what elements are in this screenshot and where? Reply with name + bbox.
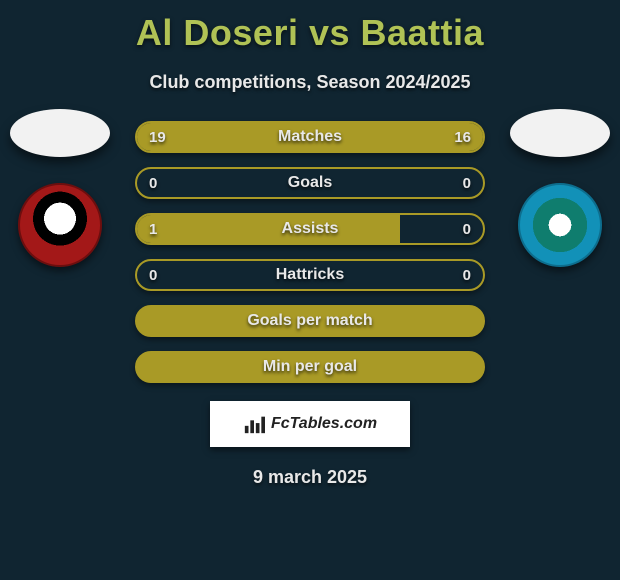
stat-label: Assists [137,215,483,243]
stat-label: Min per goal [137,353,483,381]
stat-bar: 00Goals [135,167,485,199]
stat-bar: Goals per match [135,305,485,337]
stat-label: Matches [137,123,483,151]
comparison-content: 1916Matches 00Goals 10Assists 00Hattricks Go… [0,121,620,488]
stat-bar: 00Hattricks [135,259,485,291]
stat-bar: 1916Matches [135,121,485,153]
stat-label: Goals per match [137,307,483,335]
player-right-avatar [510,109,610,157]
attribution-text: FcTables.com [271,415,377,433]
player-left-avatar [10,109,110,157]
club-left-badge [18,183,102,267]
chart-icon [243,413,265,435]
stat-label: Goals [137,169,483,197]
stat-bar: Min per goal [135,351,485,383]
club-right-badge [518,183,602,267]
date-text: 9 march 2025 [0,467,620,488]
stat-bars: 1916Matches 00Goals 10Assists 00Hattricks Go… [135,121,485,383]
stat-label: Hattricks [137,261,483,289]
attribution-badge: FcTables.com [210,401,410,447]
stat-bar: 10Assists [135,213,485,245]
page-title: Al Doseri vs Baattia [0,0,620,54]
player-left-column [10,109,110,267]
subtitle: Club competitions, Season 2024/2025 [0,72,620,93]
player-right-column [510,109,610,267]
